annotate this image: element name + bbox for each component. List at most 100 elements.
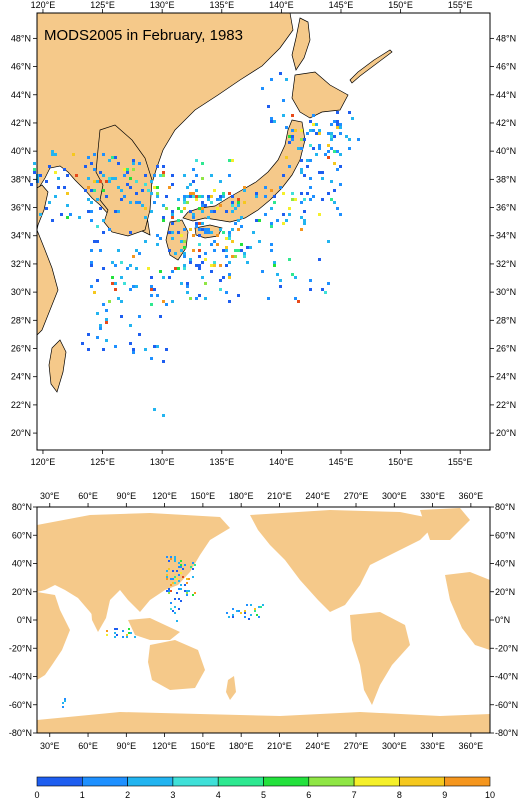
observation-cell [270, 120, 273, 123]
observation-cell [309, 120, 312, 123]
colorbar-swatch [263, 776, 310, 787]
observation-cell [180, 566, 182, 568]
eurasia [37, 513, 230, 625]
observation-cell [150, 288, 153, 291]
observation-cell [231, 201, 234, 204]
observation-cell [291, 138, 294, 141]
observation-cell [96, 198, 99, 201]
lat-tick-label-right: 28°N [496, 315, 516, 325]
observation-cell [174, 267, 177, 270]
lat-tick-label-right: 24°N [496, 372, 516, 382]
observation-cell [108, 180, 111, 183]
observation-cell [330, 123, 333, 126]
observation-cell [93, 180, 96, 183]
observation-cell [336, 168, 339, 171]
observation-cell [294, 297, 297, 300]
lat-tick-label-right: 34°N [496, 231, 516, 241]
observation-cell [348, 147, 351, 150]
lat-tick-label-left: -80°N [9, 728, 32, 738]
lon-tick-label-bottom: 360°E [459, 741, 484, 751]
observation-cell [306, 192, 309, 195]
observation-cell [339, 165, 342, 168]
observation-cell [336, 150, 339, 153]
observation-cell [258, 616, 260, 618]
observation-cell [189, 228, 192, 231]
observation-cell [33, 162, 36, 165]
observation-cell [327, 156, 330, 159]
observation-cell [232, 614, 234, 616]
observation-cell [282, 174, 285, 177]
observation-cell [240, 249, 243, 252]
lat-tick-label-right: 0°N [495, 615, 510, 625]
observation-cell [45, 207, 48, 210]
observation-cell [117, 162, 120, 165]
north-america [250, 510, 440, 612]
observation-cell [170, 558, 172, 560]
lat-tick-label-left: 28°N [11, 315, 31, 325]
lon-tick-label-top: 120°E [152, 491, 177, 501]
observation-cell [114, 177, 117, 180]
observation-cell [120, 261, 123, 264]
observation-cell [64, 698, 66, 700]
observation-cell [210, 174, 213, 177]
observation-cell [51, 153, 54, 156]
observation-cell [106, 634, 108, 636]
observation-cell [183, 252, 186, 255]
observation-cell [300, 201, 303, 204]
observation-cell [291, 135, 294, 138]
observation-cell [237, 228, 240, 231]
observation-cell [166, 570, 168, 572]
observation-cell [225, 237, 228, 240]
observation-cell [225, 255, 228, 258]
observation-cell [312, 123, 315, 126]
observation-cell [111, 261, 114, 264]
observation-cell [176, 620, 178, 622]
observation-cell [174, 576, 176, 578]
observation-cell [99, 171, 102, 174]
observation-cell [93, 189, 96, 192]
colorbar-label: 5 [261, 790, 266, 800]
observation-cell [285, 78, 288, 81]
observation-cell [216, 234, 219, 237]
korea [95, 124, 153, 237]
observation-cell [165, 348, 168, 351]
observation-cell [183, 198, 186, 201]
observation-cell [105, 318, 108, 321]
observation-cell [162, 171, 165, 174]
global-land [37, 508, 490, 733]
lon-tick-label-bottom: 330°E [420, 741, 445, 751]
observation-cell [153, 201, 156, 204]
observation-cell [120, 315, 123, 318]
colorbar-boxes [36, 776, 491, 787]
observation-cell [168, 560, 170, 562]
observation-cell [178, 598, 180, 600]
lat-tick-label-right: 20°N [495, 587, 515, 597]
observation-cell [96, 225, 99, 228]
lat-tick-label-right: 80°N [495, 502, 515, 512]
observation-cell [153, 345, 156, 348]
observation-cell [51, 150, 54, 153]
observation-cell [171, 213, 174, 216]
observation-cell [309, 177, 312, 180]
observation-cell [276, 219, 279, 222]
lat-tick-label-right: 26°N [496, 344, 516, 354]
observation-cell [162, 165, 165, 168]
observation-cell [330, 138, 333, 141]
observation-cell [90, 285, 93, 288]
observation-cell [300, 228, 303, 231]
observation-cell [87, 198, 90, 201]
observation-cell [126, 634, 128, 636]
observation-cell [336, 111, 339, 114]
colorbar-swatch [172, 776, 219, 787]
observation-cell [210, 270, 213, 273]
observation-cell [219, 204, 222, 207]
observation-cell [102, 174, 105, 177]
observation-cell [318, 144, 321, 147]
observation-cell [174, 598, 176, 600]
observation-points [30, 72, 360, 417]
observation-cell [248, 618, 250, 620]
observation-cell [273, 195, 276, 198]
greenland [420, 508, 470, 540]
lon-tick-label-top: 145°E [329, 0, 354, 10]
observation-cell [219, 228, 222, 231]
